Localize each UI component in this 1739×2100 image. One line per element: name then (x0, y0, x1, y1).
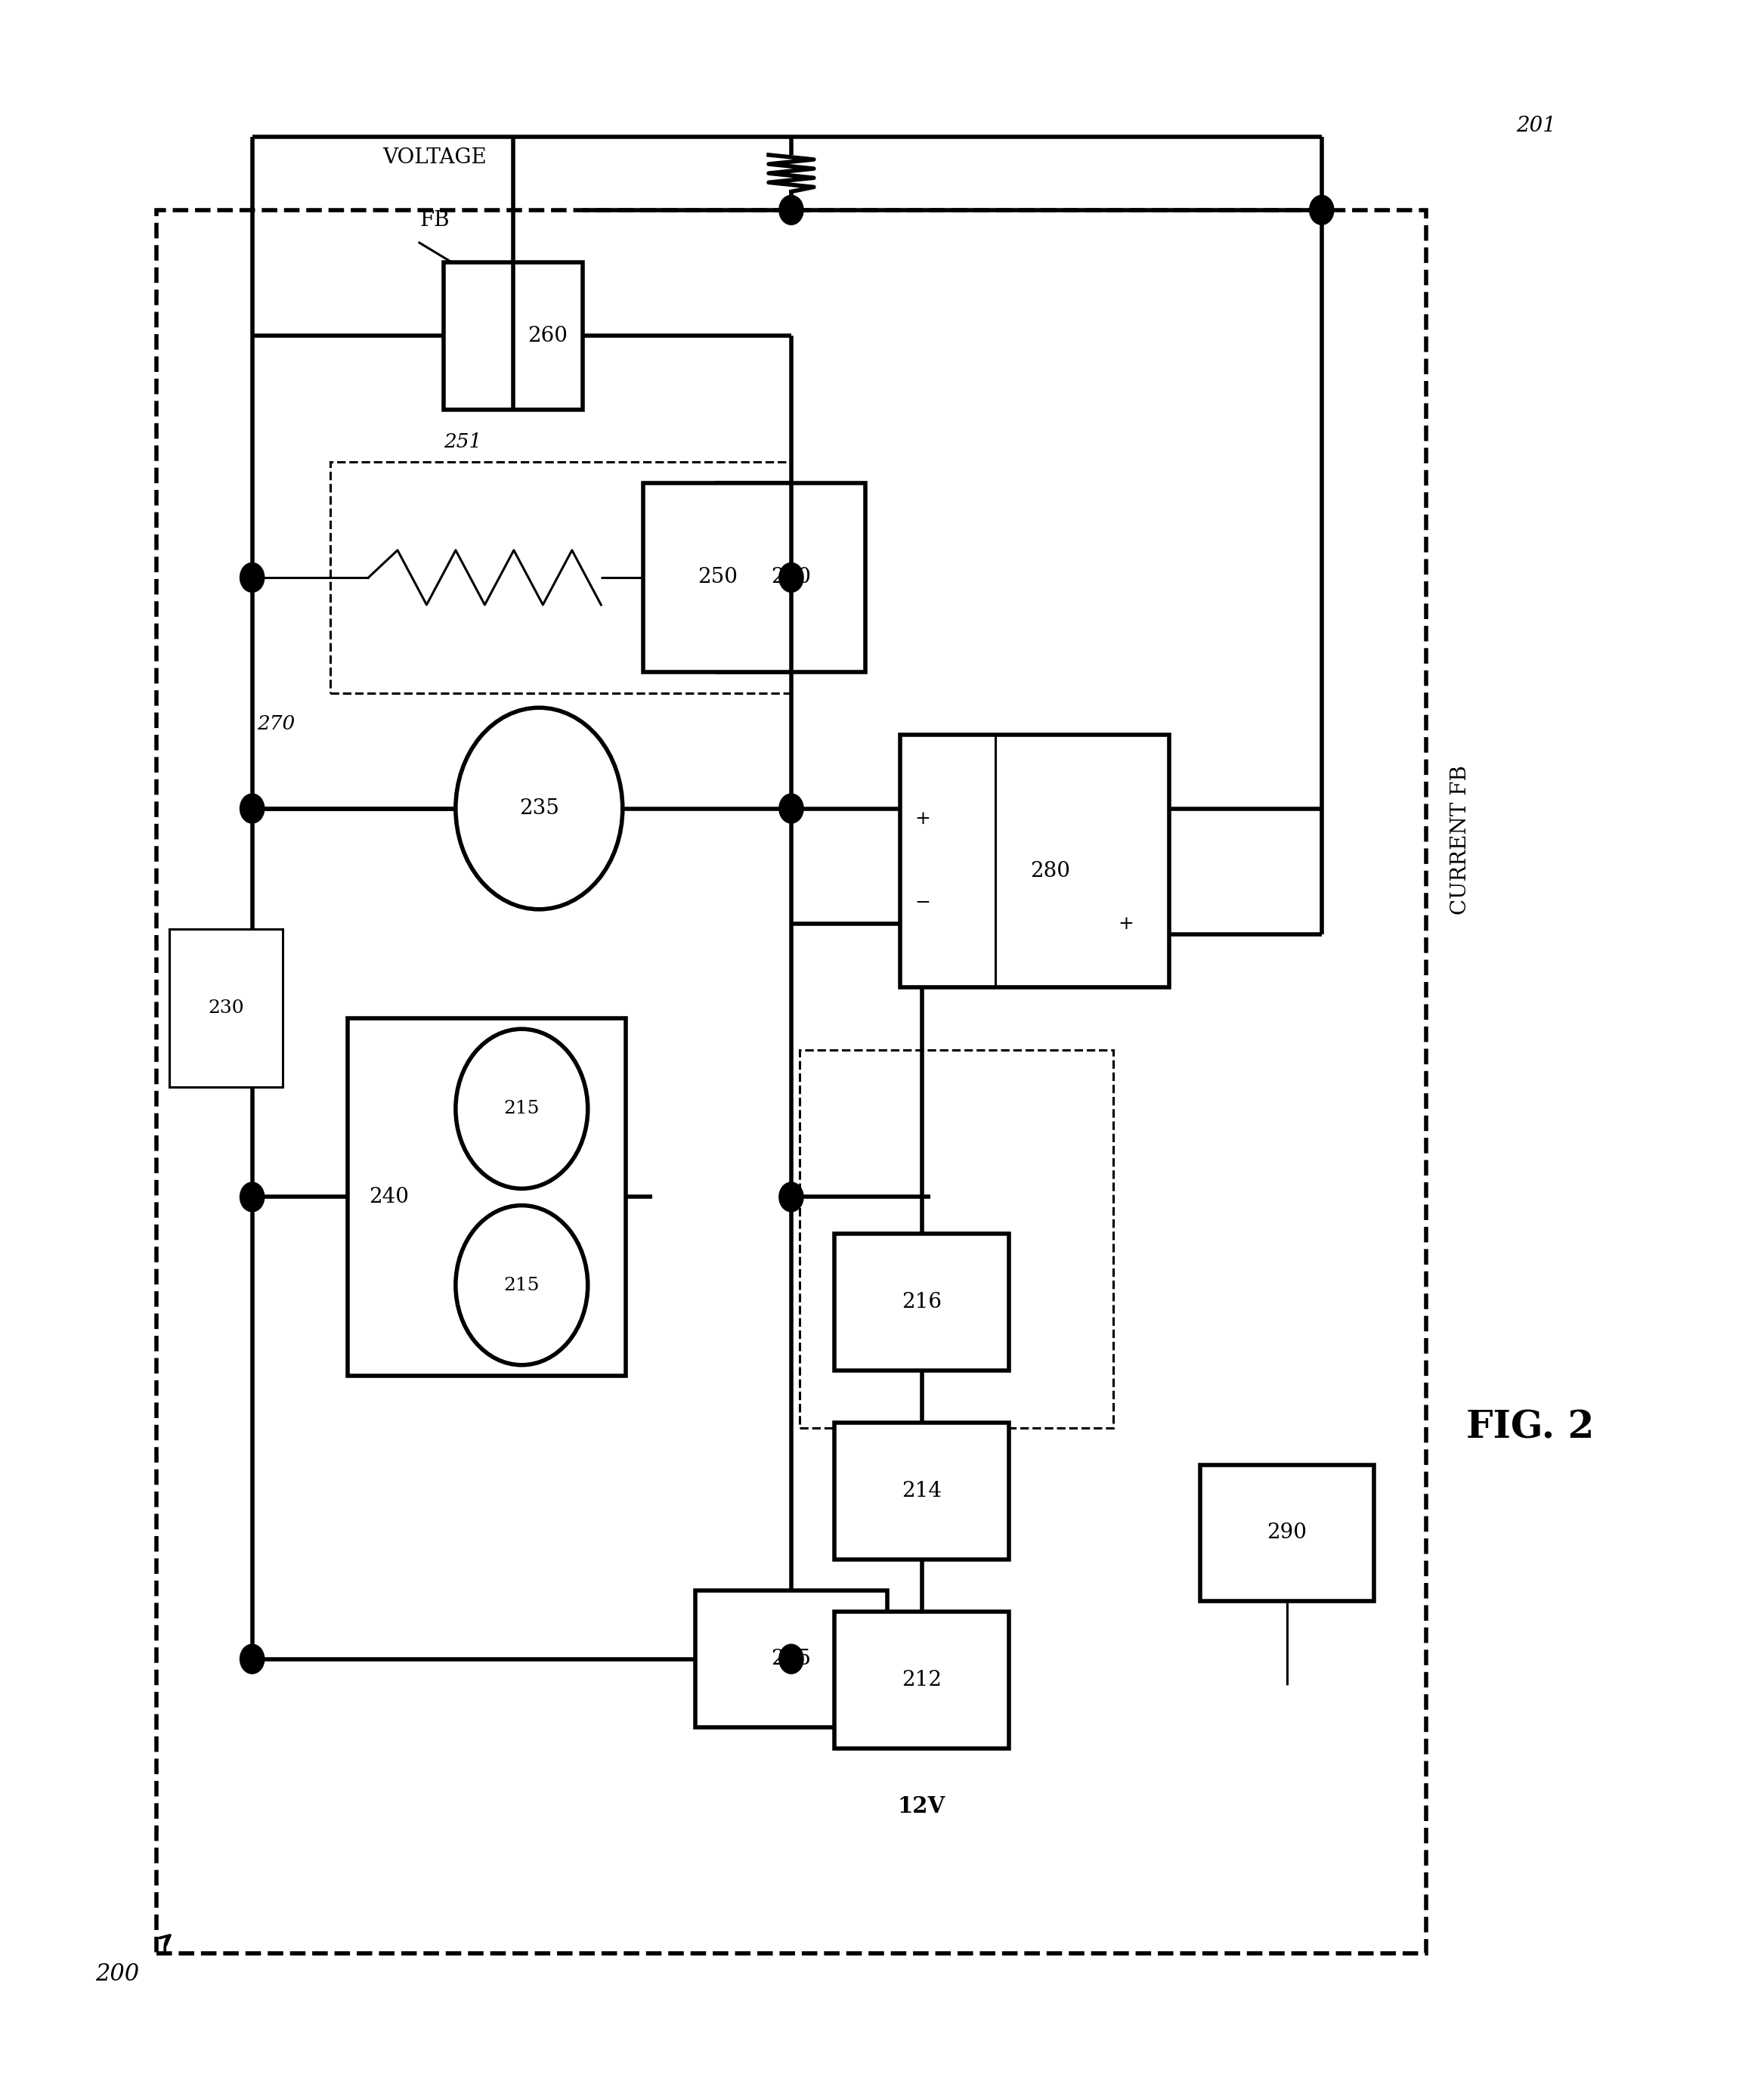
Circle shape (779, 1182, 803, 1212)
Bar (800, 1050, 1113, 1428)
Text: 280: 280 (1029, 861, 1071, 882)
Circle shape (779, 1644, 803, 1674)
Circle shape (456, 1205, 588, 1365)
Text: 230: 230 (209, 1000, 243, 1016)
Circle shape (779, 794, 803, 823)
Bar (643, 483, 791, 672)
Circle shape (779, 195, 803, 225)
Circle shape (240, 794, 264, 823)
Circle shape (456, 708, 623, 909)
Text: 205: 205 (770, 1648, 812, 1670)
Text: CURRENT FB: CURRENT FB (1450, 764, 1471, 916)
Text: 270: 270 (257, 714, 296, 733)
Text: 251: 251 (443, 433, 482, 452)
Circle shape (456, 1029, 588, 1189)
Bar (835, 1424, 1009, 1560)
Text: 215: 215 (504, 1100, 539, 1117)
Text: 260: 260 (527, 326, 569, 346)
Bar (716, 483, 866, 672)
Text: 290: 290 (1266, 1522, 1308, 1544)
Bar (1200, 1466, 1374, 1600)
Bar (696, 1592, 887, 1726)
Circle shape (240, 1182, 264, 1212)
Text: 12V: 12V (897, 1796, 946, 1817)
Bar (330, 462, 791, 693)
Text: 200: 200 (96, 1961, 139, 1987)
Text: 201: 201 (1516, 116, 1556, 136)
Text: 250: 250 (770, 567, 812, 588)
Bar (835, 1613, 1009, 1747)
Bar (157, 210, 1426, 1953)
Text: 212: 212 (901, 1670, 943, 1691)
Text: 215: 215 (504, 1277, 539, 1294)
Circle shape (240, 1644, 264, 1674)
Text: VOLTAGE: VOLTAGE (383, 147, 487, 168)
Text: +: + (915, 811, 930, 827)
Text: −: − (915, 895, 930, 911)
Text: 235: 235 (520, 798, 558, 819)
Text: +: + (1118, 916, 1134, 932)
Circle shape (779, 563, 803, 592)
Bar (169, 928, 282, 1088)
Text: 240: 240 (369, 1186, 409, 1208)
Circle shape (240, 563, 264, 592)
Text: 216: 216 (901, 1292, 943, 1312)
Bar (443, 262, 583, 410)
Bar (348, 1018, 626, 1376)
Bar (899, 735, 1169, 987)
Circle shape (1309, 195, 1334, 225)
Bar (835, 1233, 1009, 1369)
Text: 250: 250 (697, 567, 737, 588)
Text: FB: FB (419, 210, 450, 231)
Text: FIG. 2: FIG. 2 (1466, 1409, 1595, 1447)
Text: 214: 214 (901, 1480, 943, 1501)
